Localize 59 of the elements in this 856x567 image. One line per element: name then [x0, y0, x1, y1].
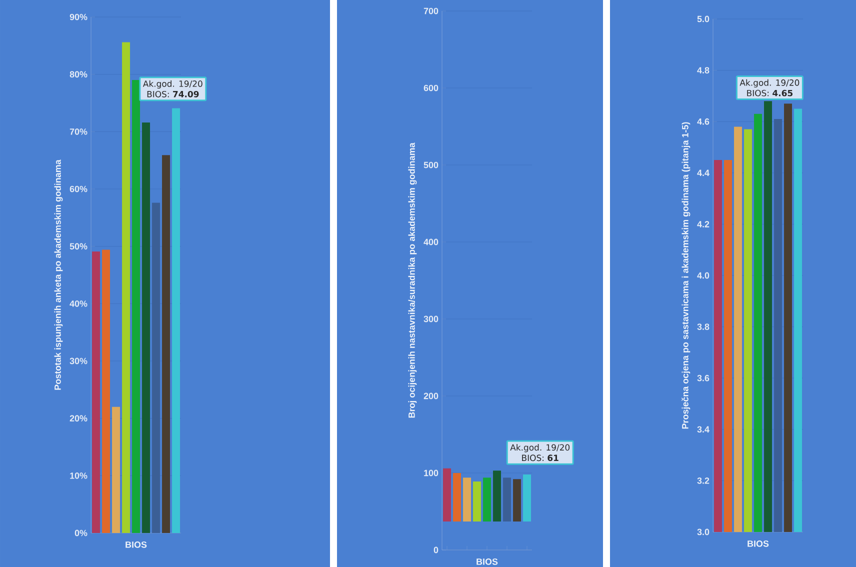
- y-tick-label: 70%: [70, 128, 88, 135]
- y-axis-title: Broj ocijenjenih nastavnika/suradnika po akademskim godinama: [408, 142, 417, 418]
- annotation: Ak.god. 19/20: [740, 79, 800, 88]
- bar: [443, 468, 452, 522]
- y-tick-label: 4.6: [697, 118, 710, 125]
- bar: [112, 406, 120, 533]
- bar: [122, 42, 130, 533]
- y-axis-title: Postotak ispunjenih anketa po akademskim godinama: [54, 160, 63, 390]
- y-tick-label: 40%: [70, 300, 88, 307]
- bar: [463, 478, 472, 522]
- y-tick-label: 10%: [70, 472, 88, 479]
- y-tick-label: 400: [424, 238, 438, 246]
- annotation: Ak.god. 19/20: [510, 444, 570, 452]
- y-tick-label: 300: [424, 316, 438, 322]
- y-tick-label: 50%: [70, 243, 88, 250]
- y-axis-title: Prosječna ocjena po sastavnicama i akademskim godinama (pitanja 1-5): [682, 122, 690, 429]
- y-tick-label: 0%: [74, 530, 88, 536]
- annotation: BIOS: 61: [522, 454, 558, 462]
- y-tick-label: 500: [424, 162, 438, 168]
- bar: [453, 472, 462, 522]
- bar: [92, 251, 100, 533]
- y-tick-label: 80%: [70, 71, 88, 78]
- bar: [142, 122, 150, 533]
- y-tick-label: 700: [424, 8, 438, 14]
- bar: [172, 108, 180, 533]
- bar: [483, 478, 492, 522]
- x-axis-title: BIOS: [748, 540, 769, 547]
- y-tick-label: 3.4: [697, 426, 710, 433]
- y-tick-label: 0: [434, 546, 438, 554]
- y-tick-label: 3.2: [697, 478, 710, 484]
- y-tick-label: 100: [424, 470, 438, 476]
- bar: [162, 155, 170, 533]
- x-axis-title: BIOS: [126, 542, 147, 548]
- bar: [152, 202, 160, 533]
- y-tick-label: 30%: [70, 358, 88, 364]
- y-tick-label: 90%: [70, 14, 88, 20]
- x-axis-title: BIOS: [476, 558, 498, 565]
- y-tick-label: 4.4: [697, 170, 710, 176]
- y-tick-label: 600: [424, 84, 438, 92]
- bar: [102, 250, 110, 533]
- bar: [473, 481, 482, 522]
- annotation: BIOS: 4.65: [747, 90, 793, 96]
- y-tick-label: 5.0: [697, 16, 710, 22]
- bar: [493, 470, 502, 522]
- y-tick-label: 3.6: [697, 374, 710, 382]
- y-tick-label: 3.0: [697, 528, 710, 536]
- y-tick-label: 4.2: [697, 221, 710, 228]
- annotation: Ak.god. 19/20: [142, 80, 202, 89]
- y-tick-label: 4.8: [697, 67, 710, 74]
- bar: [503, 478, 512, 522]
- bar: [513, 479, 522, 522]
- annotation: BIOS: 74.09: [147, 90, 199, 98]
- y-tick-label: 3.8: [697, 324, 710, 330]
- bar: [132, 80, 140, 533]
- bar: [523, 474, 532, 522]
- y-tick-label: 20%: [70, 415, 88, 422]
- y-tick-label: 200: [424, 392, 438, 400]
- y-tick-label: 4.0: [697, 272, 710, 279]
- y-tick-label: 60%: [70, 186, 88, 192]
